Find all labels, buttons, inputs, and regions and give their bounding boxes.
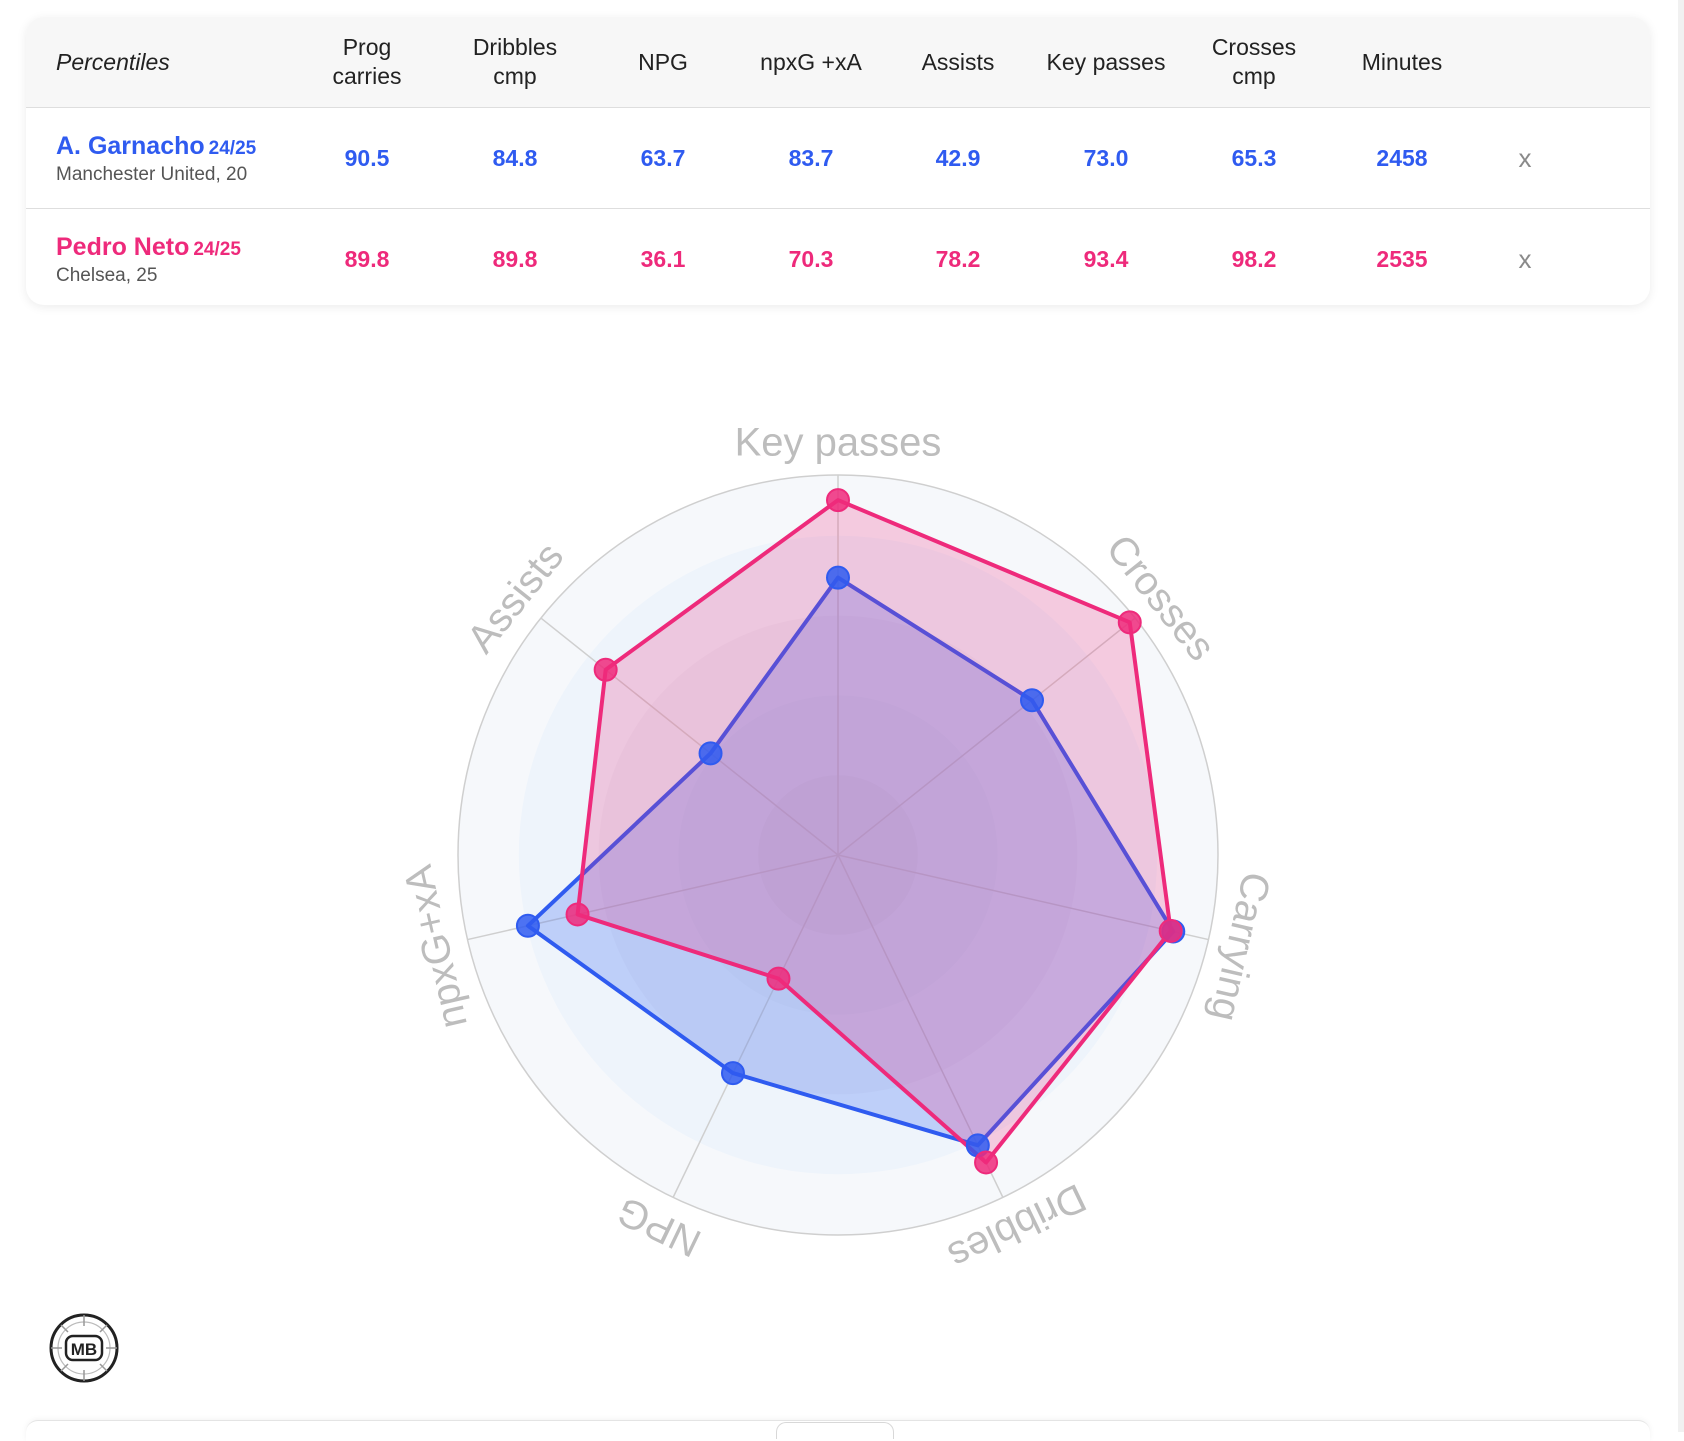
mb-logo: MB xyxy=(49,1313,119,1383)
radar-spoke xyxy=(837,617,1136,856)
value-crosses-cmp: 98.2 xyxy=(1231,245,1277,272)
radar-spoke xyxy=(540,617,839,856)
player-name[interactable]: Pedro Neto 24/25 xyxy=(56,233,241,261)
value-dribbles-cmp: 84.8 xyxy=(492,144,538,171)
player-season: 24/25 xyxy=(208,138,257,159)
header-npg: NPG xyxy=(638,48,688,75)
header-npxg-xa: npxG +xA xyxy=(760,48,862,75)
player-club: Chelsea, 25 xyxy=(56,265,158,286)
table-row: A. Garnacho 24/25 Manchester United, 20 9… xyxy=(26,108,1650,209)
value-prog-carries: 89.8 xyxy=(344,245,390,272)
logo-text: MB xyxy=(71,1340,97,1359)
header-minutes: Minutes xyxy=(1361,48,1443,75)
radar-point-1-2 xyxy=(1020,688,1045,713)
value-npg: 36.1 xyxy=(640,245,686,272)
header-assists: Assists xyxy=(921,48,995,75)
radar-point-2-3 xyxy=(1158,918,1183,943)
value-dribbles-cmp: 89.8 xyxy=(492,245,538,272)
radar-point-1-1 xyxy=(826,565,850,590)
remove-player-button[interactable]: x xyxy=(1518,243,1532,274)
radar-series-2 xyxy=(575,498,1173,1165)
radar-axis-label: Key passes xyxy=(735,421,942,465)
value-key-passes: 73.0 xyxy=(1083,144,1129,171)
value-npg: 63.7 xyxy=(640,144,686,171)
radar-chart: Key passesCrossesCarryingDribblesNPGnpxG… xyxy=(396,421,1278,1279)
value-npxg-xa: 83.7 xyxy=(788,144,834,171)
radar-spoke xyxy=(837,854,1209,941)
radar-point-2-1 xyxy=(826,488,850,513)
radar-point-1-7 xyxy=(698,741,723,766)
player-club: Manchester United, 20 xyxy=(56,164,248,185)
header-percentiles: Percentiles xyxy=(56,48,170,75)
remove-player-button[interactable]: x xyxy=(1518,142,1532,173)
value-crosses-cmp: 65.3 xyxy=(1231,144,1277,171)
value-minutes: 2458 xyxy=(1376,144,1428,171)
player-season: 24/25 xyxy=(193,239,241,260)
bottom-tab-handle[interactable] xyxy=(776,1422,894,1439)
radar-point-1-6 xyxy=(515,913,540,938)
header-dribbles-cmp: Dribbles cmp xyxy=(472,34,558,89)
radar-point-1-5 xyxy=(720,1061,745,1086)
header-crosses-cmp: Crosses cmp xyxy=(1211,34,1297,89)
header-key-passes: Key passes xyxy=(1046,48,1166,75)
percentiles-table: Percentiles Prog carries Dribbles cmp NP… xyxy=(26,17,1650,305)
table-header: Percentiles Prog carries Dribbles cmp NP… xyxy=(26,17,1650,108)
scrollbar-track[interactable] xyxy=(1678,0,1684,1432)
value-key-passes: 93.4 xyxy=(1083,245,1129,272)
radar-point-2-7 xyxy=(593,657,618,682)
radar-point-2-2 xyxy=(1117,610,1142,635)
radar-point-2-5 xyxy=(766,966,791,991)
value-minutes: 2535 xyxy=(1376,245,1428,272)
header-prog-carries: Prog carries xyxy=(332,34,402,89)
radar-point-2-4 xyxy=(974,1150,999,1175)
value-prog-carries: 90.5 xyxy=(344,144,390,171)
radar-point-2-6 xyxy=(565,902,590,927)
radar-spoke xyxy=(672,854,839,1198)
value-assists: 42.9 xyxy=(935,144,981,171)
table-row: Pedro Neto 24/25 Chelsea, 25 89.8 89.8 36… xyxy=(26,209,1650,305)
value-npxg-xa: 70.3 xyxy=(788,245,834,272)
player-name[interactable]: A. Garnacho 24/25 xyxy=(56,132,257,160)
radar-series-1 xyxy=(525,575,1176,1148)
value-assists: 78.2 xyxy=(935,245,981,272)
